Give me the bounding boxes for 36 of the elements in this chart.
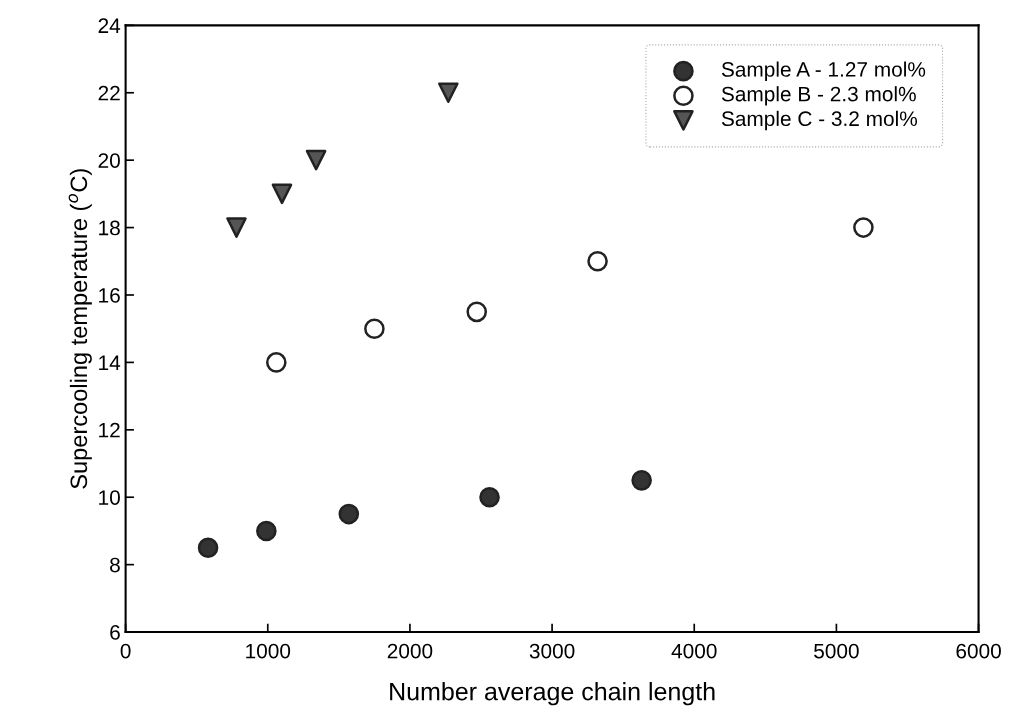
point [338,503,360,525]
y-tick-label: 14 [99,355,121,370]
legend-label: Sample A - 1.27 mol% [721,61,926,81]
x-tick-label: 5000 [814,643,859,659]
y-tick-label: 12 [99,422,120,438]
legend-label: Sample C - 3.2 mol% [721,110,918,131]
y-tick-label: 20 [98,153,120,168]
point [271,183,293,205]
point [466,301,488,323]
x-tick-label: 3000 [529,643,575,659]
y-tick-label: 18 [99,220,120,236]
point [226,217,247,238]
y-tick-label: 22 [98,85,120,101]
x-axis-title: Number average chain length [390,682,715,706]
point [256,520,277,542]
point [305,149,327,171]
legend-label: Sample B - 2.3 mol% [721,86,916,106]
x-tick-label: 2000 [387,643,433,659]
point [265,352,287,373]
x-tick-label: 1000 [246,643,291,659]
y-tick-label: 6 [110,625,120,640]
y-tick-label: 16 [99,287,120,303]
point [364,318,385,339]
y-tick-label: 24 [98,18,121,33]
point [631,470,652,491]
y-axis-title: Supercooling temperature ($^{o}$C) [68,169,92,489]
y-tick-label: 10 [99,490,120,505]
point [587,250,608,272]
x-tick-label: 0 [120,643,131,659]
x-tick-label: 6000 [956,643,1001,659]
point [197,537,219,559]
point [853,217,874,238]
point [479,486,500,508]
x-tick-label: 4000 [671,643,717,659]
y-tick-label: 8 [110,557,120,573]
point [438,82,459,104]
